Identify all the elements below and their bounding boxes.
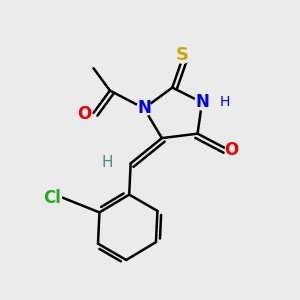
Circle shape	[225, 143, 238, 157]
Circle shape	[102, 157, 112, 168]
Text: S: S	[176, 46, 189, 64]
Circle shape	[174, 46, 191, 63]
Text: O: O	[225, 141, 239, 159]
Text: N: N	[137, 99, 151, 117]
Circle shape	[42, 188, 62, 207]
Text: N: N	[195, 93, 209, 111]
Circle shape	[195, 95, 209, 110]
Circle shape	[77, 108, 91, 121]
Circle shape	[214, 97, 225, 108]
Text: O: O	[77, 105, 91, 123]
Text: H: H	[101, 155, 113, 170]
Text: Cl: Cl	[43, 189, 61, 207]
Circle shape	[136, 101, 152, 116]
Text: H: H	[220, 95, 230, 110]
